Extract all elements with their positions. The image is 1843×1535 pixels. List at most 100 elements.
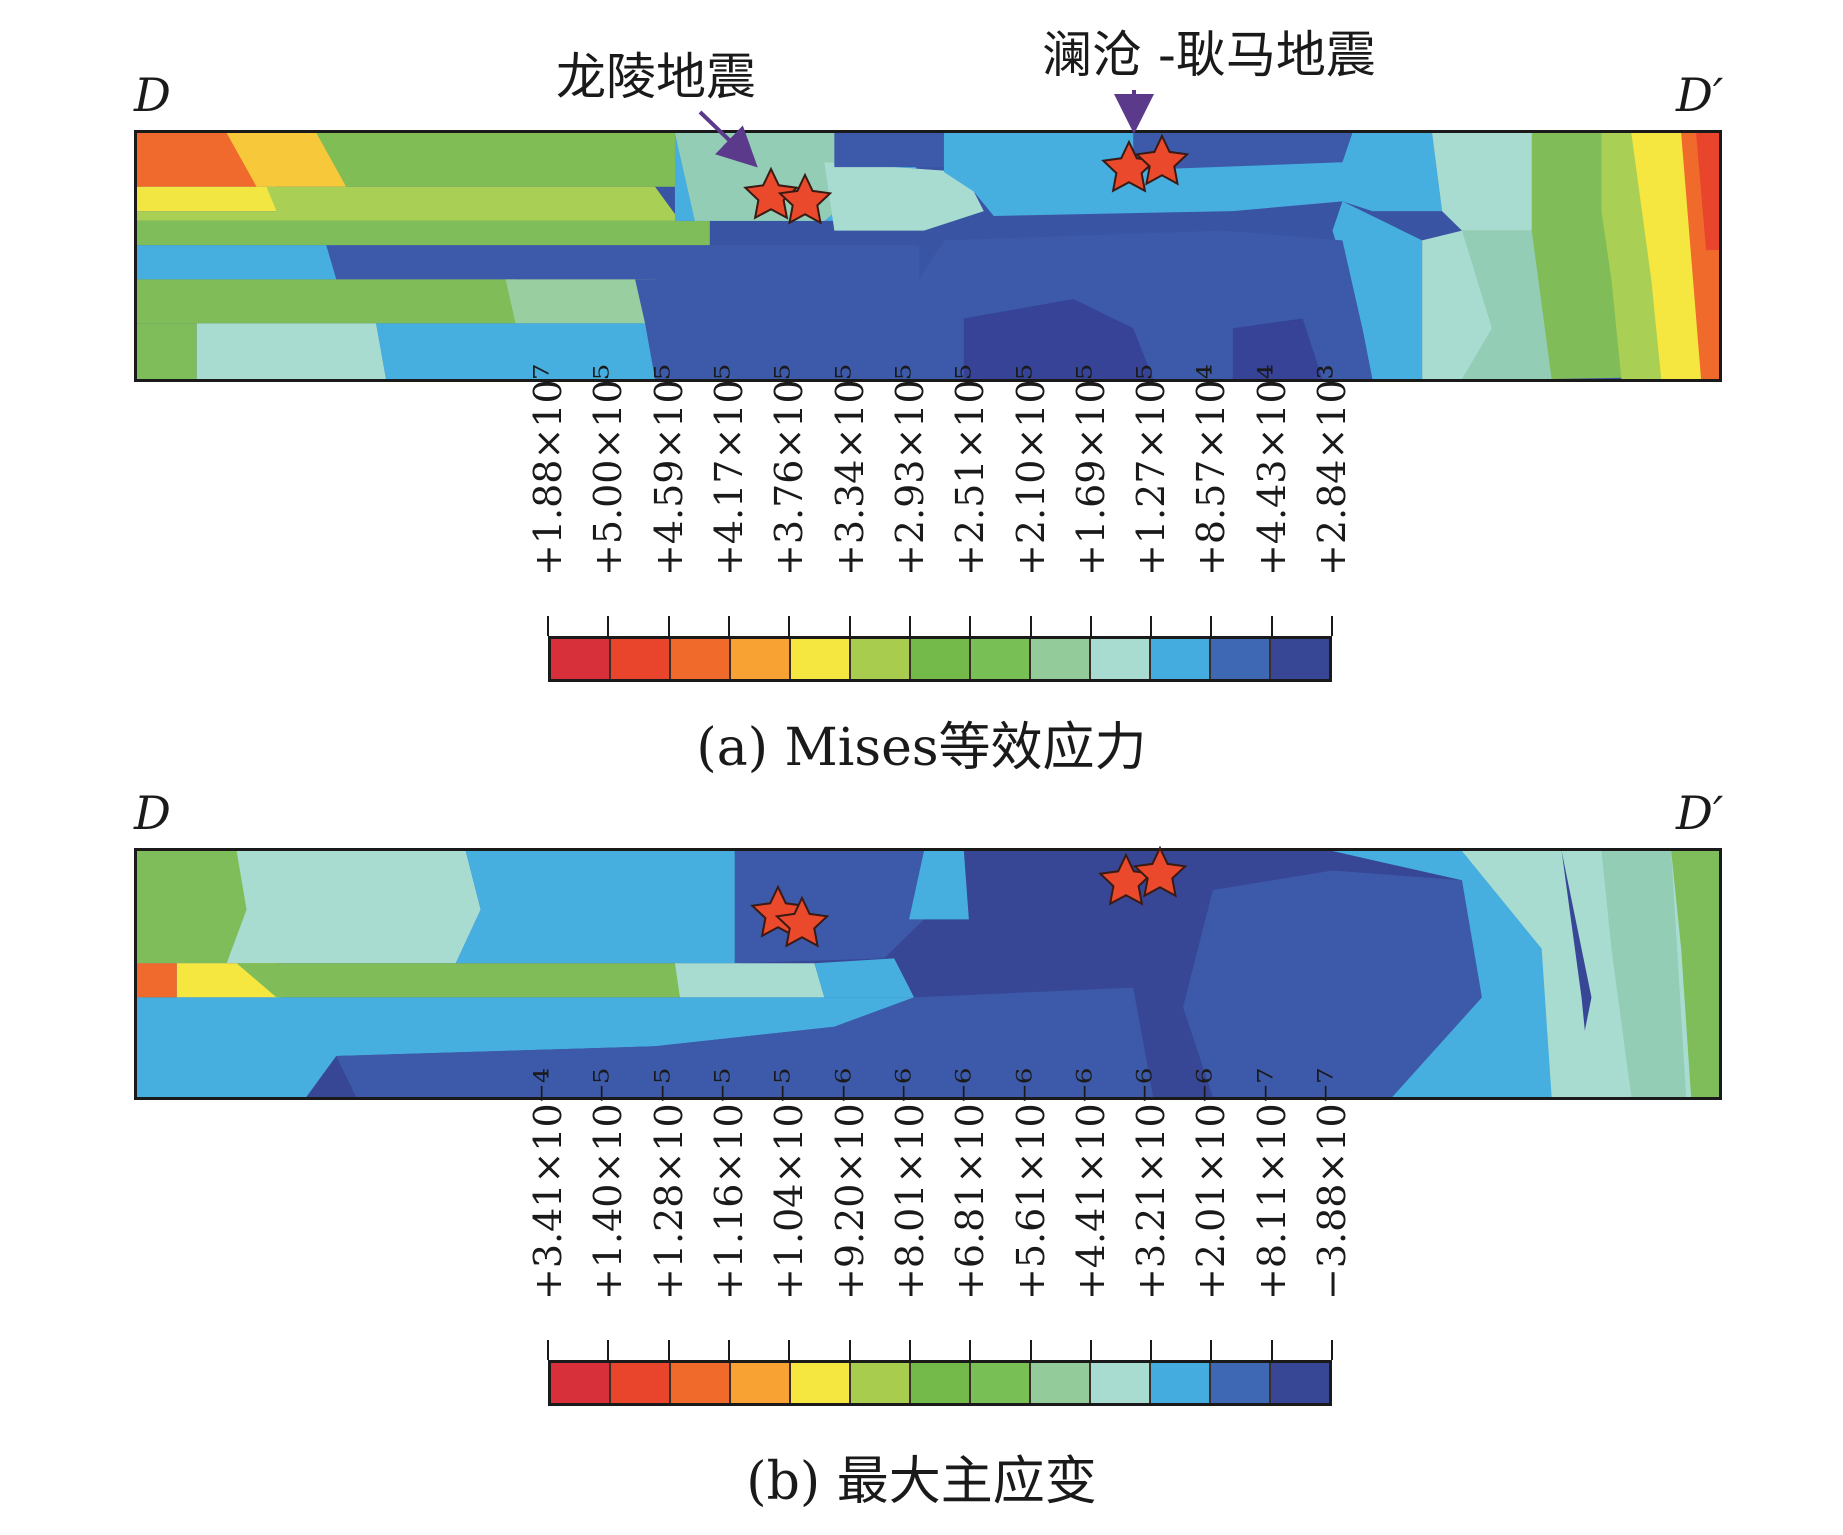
legend-swatch: [791, 639, 851, 679]
legend-tick: +4.17×10⁵: [707, 364, 751, 636]
legend-swatch: [1091, 639, 1151, 679]
profile-end-label: D′: [1676, 68, 1724, 122]
legend-tick: +1.88×10⁷: [526, 364, 570, 636]
legend-tick-label: +8.57×10⁴: [1189, 364, 1234, 576]
legend-tick-label: +3.41×10⁻⁴: [526, 1068, 570, 1300]
legend-tick: +3.21×10⁻⁶: [1129, 1068, 1173, 1360]
longling-earthquake-label: 龙陵地震: [556, 48, 756, 106]
legend-tick: +2.10×10⁵: [1009, 364, 1053, 636]
profile-end-label: D′: [1676, 786, 1724, 840]
legend-tick-label: +4.59×10⁵: [646, 364, 691, 576]
legend-swatch: [971, 639, 1031, 679]
legend-tick: +4.59×10⁵: [647, 364, 691, 636]
legend-tick: +1.28×10⁻⁵: [647, 1068, 691, 1360]
legend-tick: +2.84×10³: [1310, 364, 1354, 636]
panel-a-caption: (a) Mises等效应力: [696, 718, 1147, 778]
legend-swatch: [1271, 1363, 1329, 1403]
legend-tick-label: +3.76×10⁵: [767, 364, 812, 576]
legend-swatch: [791, 1363, 851, 1403]
mises-stress-contour-plot: [134, 130, 1722, 382]
legend-tick: +4.41×10⁻⁶: [1069, 1068, 1113, 1360]
legend-tick: +1.16×10⁻⁵: [707, 1068, 751, 1360]
legend-tick-label: +9.20×10⁻⁶: [827, 1068, 872, 1300]
legend-tick: +2.01×10⁻⁶: [1189, 1068, 1233, 1360]
legend-tick-label: +4.17×10⁵: [706, 364, 751, 576]
legend-tick-label: −3.88×10⁻⁷: [1310, 1068, 1354, 1300]
legend-tick-label: +1.28×10⁻⁵: [646, 1068, 691, 1300]
legend-swatch: [1151, 1363, 1211, 1403]
legend-swatch: [611, 639, 671, 679]
legend-swatch: [1271, 639, 1329, 679]
panel-a: D D′ 龙陵地震 澜沧 -耿马地震: [134, 26, 1724, 778]
legend-swatch: [551, 1363, 611, 1403]
legend-swatch: [1211, 1363, 1271, 1403]
legend-tick: +4.43×10⁴: [1250, 364, 1294, 636]
profile-start-label: D: [134, 68, 171, 122]
legend-tick: +8.11×10⁻⁷: [1250, 1068, 1294, 1360]
legend-swatch: [551, 639, 611, 679]
legend-tick-label: +5.00×10⁵: [586, 364, 631, 576]
legend-tick: +3.41×10⁻⁴: [526, 1068, 570, 1360]
legend-tick-label: +1.40×10⁻⁵: [586, 1068, 631, 1300]
legend-swatch: [731, 1363, 791, 1403]
legend-tick: +9.20×10⁻⁶: [828, 1068, 872, 1360]
legend-tick: +6.81×10⁻⁶: [948, 1068, 992, 1360]
legend-swatch: [1091, 1363, 1151, 1403]
legend-tick: +1.27×10⁵: [1129, 364, 1173, 636]
legend-swatch: [851, 639, 911, 679]
legend-tick-label: +6.81×10⁻⁶: [948, 1068, 993, 1300]
legend-tick-label: +1.04×10⁻⁵: [767, 1068, 812, 1300]
legend-tick-label: +4.41×10⁻⁶: [1068, 1068, 1113, 1300]
legend-swatch: [1211, 639, 1271, 679]
lancang-gengma-earthquake-label: 澜沧 -耿马地震: [1042, 26, 1376, 84]
legend-tick-label: +1.88×10⁷: [526, 364, 570, 576]
legend-tick-label: +2.10×10⁵: [1008, 364, 1053, 576]
legend-tick-label: +1.27×10⁵: [1129, 364, 1174, 576]
legend-tick-label: +1.69×10⁵: [1068, 364, 1113, 576]
legend-tick-label: +8.01×10⁻⁶: [887, 1068, 932, 1300]
max-principal-strain-colorbar: [548, 1360, 1332, 1406]
legend-swatch: [731, 639, 791, 679]
legend-tick: +2.93×10⁵: [888, 364, 932, 636]
legend-tick-label: +2.01×10⁻⁶: [1189, 1068, 1234, 1300]
mises-legend-ticks: +1.88×10⁷ +5.00×10⁵ +4.59×10⁵ +4.17×10⁵ …: [526, 364, 1354, 636]
max-principal-strain-contour-map: [137, 851, 1719, 1097]
legend-tick-label: +3.34×10⁵: [827, 364, 872, 576]
legend-swatch: [851, 1363, 911, 1403]
legend-swatch: [911, 639, 971, 679]
legend-tick: +2.51×10⁵: [948, 364, 992, 636]
profile-start-label: D: [134, 786, 171, 840]
legend-swatch: [971, 1363, 1031, 1403]
legend-tick-label: +1.16×10⁻⁵: [706, 1068, 751, 1300]
legend-tick: −3.88×10⁻⁷: [1310, 1068, 1354, 1360]
legend-swatch: [911, 1363, 971, 1403]
legend-tick: +5.61×10⁻⁶: [1009, 1068, 1053, 1360]
panel-b-caption: (b) 最大主应变: [746, 1452, 1097, 1512]
legend-tick-label: +8.11×10⁻⁷: [1249, 1068, 1294, 1300]
legend-swatch: [1031, 1363, 1091, 1403]
panel-b: D D′: [0, 790, 1843, 1535]
legend-tick: +8.01×10⁻⁶: [888, 1068, 932, 1360]
legend-tick: +1.04×10⁻⁵: [767, 1068, 811, 1360]
legend-tick-label: +2.93×10⁵: [887, 364, 932, 576]
legend-tick-label: +4.43×10⁴: [1249, 364, 1294, 576]
max-principal-strain-contour-plot: [134, 848, 1722, 1100]
legend-tick: +5.00×10⁵: [586, 364, 630, 636]
legend-tick: +1.40×10⁻⁵: [586, 1068, 630, 1360]
legend-tick: +1.69×10⁵: [1069, 364, 1113, 636]
legend-tick-label: +2.51×10⁵: [948, 364, 993, 576]
legend-tick: +3.76×10⁵: [767, 364, 811, 636]
legend-swatch: [671, 639, 731, 679]
legend-tick-label: +3.21×10⁻⁶: [1129, 1068, 1174, 1300]
legend-swatch: [1031, 639, 1091, 679]
mises-stress-contour-map: [137, 133, 1719, 379]
legend-swatch: [671, 1363, 731, 1403]
legend-tick-label: +5.61×10⁻⁶: [1008, 1068, 1053, 1300]
mises-stress-colorbar: [548, 636, 1332, 682]
legend-tick: +8.57×10⁴: [1189, 364, 1233, 636]
strain-legend-ticks: +3.41×10⁻⁴ +1.40×10⁻⁵ +1.28×10⁻⁵ +1.16×1…: [526, 1068, 1354, 1360]
legend-swatch: [611, 1363, 671, 1403]
legend-swatch: [1151, 639, 1211, 679]
legend-tick: +3.34×10⁵: [828, 364, 872, 636]
legend-tick-label: +2.84×10³: [1310, 364, 1354, 576]
